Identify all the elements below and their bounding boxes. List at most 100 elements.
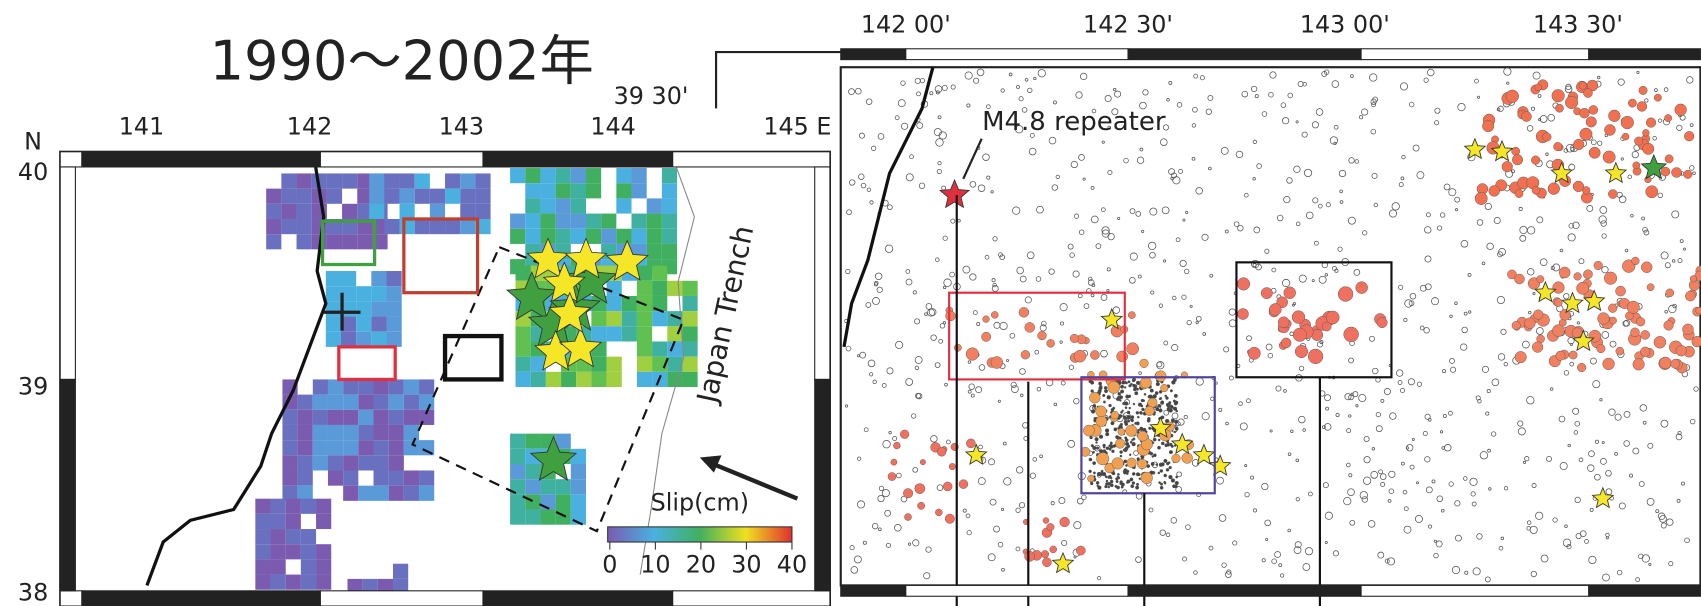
slip-cell bbox=[297, 455, 313, 471]
small-event bbox=[1027, 87, 1033, 94]
small-event bbox=[1135, 210, 1142, 217]
event bbox=[1095, 446, 1100, 450]
slip-cell bbox=[281, 173, 297, 189]
slip-cell bbox=[540, 198, 556, 214]
small-event bbox=[973, 77, 980, 84]
small-event bbox=[1384, 558, 1390, 564]
slip-cell bbox=[631, 168, 647, 184]
star bbox=[505, 270, 558, 321]
event bbox=[1076, 545, 1086, 556]
event bbox=[1576, 281, 1589, 295]
slip-cell bbox=[388, 379, 404, 395]
small-event bbox=[1463, 311, 1468, 316]
small-event bbox=[1195, 321, 1199, 325]
small-event bbox=[1602, 573, 1610, 582]
event bbox=[1092, 404, 1097, 408]
event bbox=[1682, 323, 1694, 335]
event bbox=[1159, 485, 1164, 490]
small-event bbox=[1668, 304, 1677, 314]
small-event bbox=[1648, 562, 1652, 566]
slip-cell bbox=[356, 331, 372, 347]
small-event bbox=[1224, 229, 1229, 234]
small-event bbox=[991, 278, 996, 283]
small-event bbox=[1576, 321, 1580, 325]
slip-cell bbox=[429, 218, 446, 235]
small-event bbox=[1034, 349, 1040, 355]
small-event bbox=[987, 553, 996, 562]
small-event bbox=[935, 90, 940, 95]
slip-cell bbox=[384, 173, 400, 189]
small-event bbox=[1434, 107, 1441, 114]
small-event bbox=[1106, 267, 1111, 272]
small-event bbox=[950, 84, 956, 90]
slip-cell bbox=[591, 311, 607, 327]
frame-segment bbox=[840, 584, 907, 597]
slip-cell bbox=[652, 280, 668, 296]
small-event bbox=[1383, 388, 1391, 396]
event bbox=[1108, 444, 1112, 448]
star bbox=[1490, 139, 1514, 162]
small-event bbox=[1572, 221, 1580, 229]
event bbox=[953, 343, 962, 352]
small-event bbox=[916, 91, 921, 97]
event bbox=[1664, 114, 1673, 123]
small-event bbox=[1053, 402, 1058, 407]
event bbox=[944, 513, 955, 524]
slip-cell bbox=[621, 311, 637, 327]
small-event bbox=[1378, 469, 1384, 475]
small-event bbox=[1246, 335, 1252, 342]
slip-cell bbox=[636, 356, 653, 372]
small-event bbox=[1568, 163, 1576, 171]
event bbox=[1140, 471, 1153, 485]
small-event bbox=[1677, 258, 1683, 264]
small-event bbox=[1161, 206, 1170, 215]
small-event bbox=[1021, 107, 1028, 113]
small-event bbox=[1322, 425, 1326, 430]
small-event bbox=[1386, 557, 1396, 566]
event bbox=[1103, 386, 1108, 390]
slip-cell bbox=[591, 326, 607, 342]
slip-cell bbox=[667, 280, 683, 296]
small-event bbox=[1563, 370, 1570, 376]
frame-segment bbox=[1127, 48, 1362, 61]
slip-cell bbox=[326, 188, 343, 204]
event bbox=[1128, 406, 1131, 410]
small-event bbox=[1572, 407, 1580, 415]
event bbox=[1083, 424, 1095, 437]
slip-cell bbox=[606, 311, 622, 327]
slip-cell bbox=[403, 485, 420, 501]
small-event bbox=[990, 190, 994, 194]
event bbox=[1269, 303, 1282, 316]
event bbox=[1073, 349, 1087, 363]
small-event bbox=[1218, 407, 1223, 412]
small-event bbox=[1630, 214, 1634, 218]
small-event bbox=[1484, 202, 1492, 211]
event bbox=[1653, 93, 1662, 102]
event bbox=[1642, 142, 1655, 155]
small-event bbox=[1424, 283, 1432, 291]
small-event bbox=[1168, 168, 1175, 176]
repeater-arrow bbox=[962, 138, 983, 180]
small-event bbox=[1186, 319, 1192, 326]
small-event bbox=[858, 173, 865, 180]
lat-label-right: 39 30' bbox=[614, 82, 689, 110]
event bbox=[1127, 380, 1131, 384]
slip-cell bbox=[373, 440, 389, 456]
small-event bbox=[845, 345, 852, 352]
small-event bbox=[939, 323, 946, 329]
small-event bbox=[1271, 558, 1277, 565]
small-event bbox=[1041, 320, 1047, 327]
event bbox=[1630, 327, 1640, 338]
event bbox=[1608, 303, 1618, 313]
small-event bbox=[1023, 436, 1029, 441]
small-event bbox=[1358, 394, 1367, 403]
small-event bbox=[936, 484, 944, 491]
slip-cell bbox=[266, 234, 282, 250]
small-event bbox=[933, 128, 942, 137]
small-event bbox=[1503, 361, 1508, 367]
slip-cell bbox=[419, 379, 435, 395]
small-event bbox=[907, 542, 912, 546]
small-event bbox=[1475, 395, 1481, 401]
event bbox=[1602, 150, 1616, 164]
slip-cell bbox=[357, 173, 373, 189]
